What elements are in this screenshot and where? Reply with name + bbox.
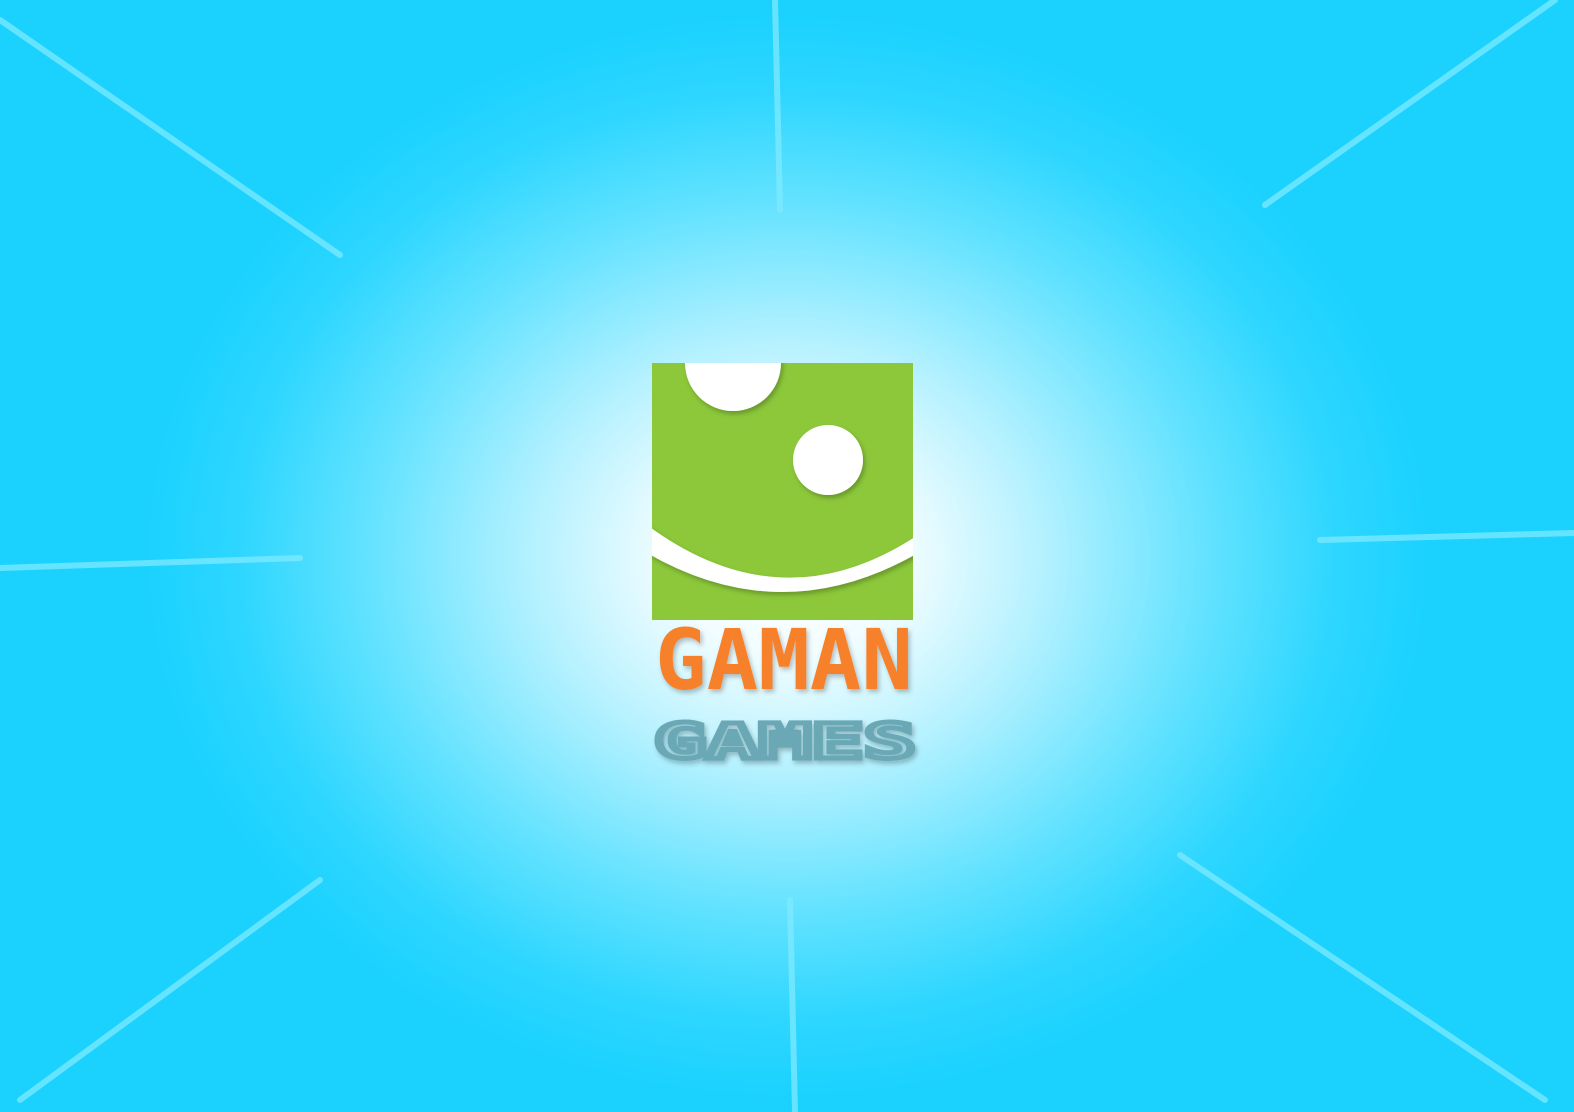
- smiling-face-square-icon: [652, 363, 913, 620]
- wordmark-top: GAMAN: [655, 611, 913, 709]
- light-ray: [1317, 530, 1574, 543]
- light-ray: [1177, 852, 1548, 1103]
- light-ray: [772, 0, 783, 213]
- light-ray: [17, 877, 323, 1103]
- wordmark-bottom: GAMES: [654, 714, 916, 770]
- light-ray: [0, 555, 303, 571]
- logo-graphic: GAMAN GAMES: [652, 363, 919, 773]
- left-eye-icon: [685, 363, 781, 411]
- right-eye-icon: [793, 425, 863, 495]
- studio-logo: GAMAN GAMES: [652, 363, 919, 773]
- smile-icon: [652, 528, 913, 592]
- light-ray: [1262, 0, 1558, 208]
- light-ray: [787, 897, 798, 1112]
- light-ray: [0, 17, 343, 258]
